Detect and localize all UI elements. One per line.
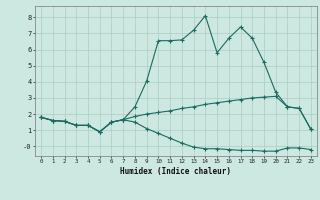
X-axis label: Humidex (Indice chaleur): Humidex (Indice chaleur) — [121, 167, 231, 176]
